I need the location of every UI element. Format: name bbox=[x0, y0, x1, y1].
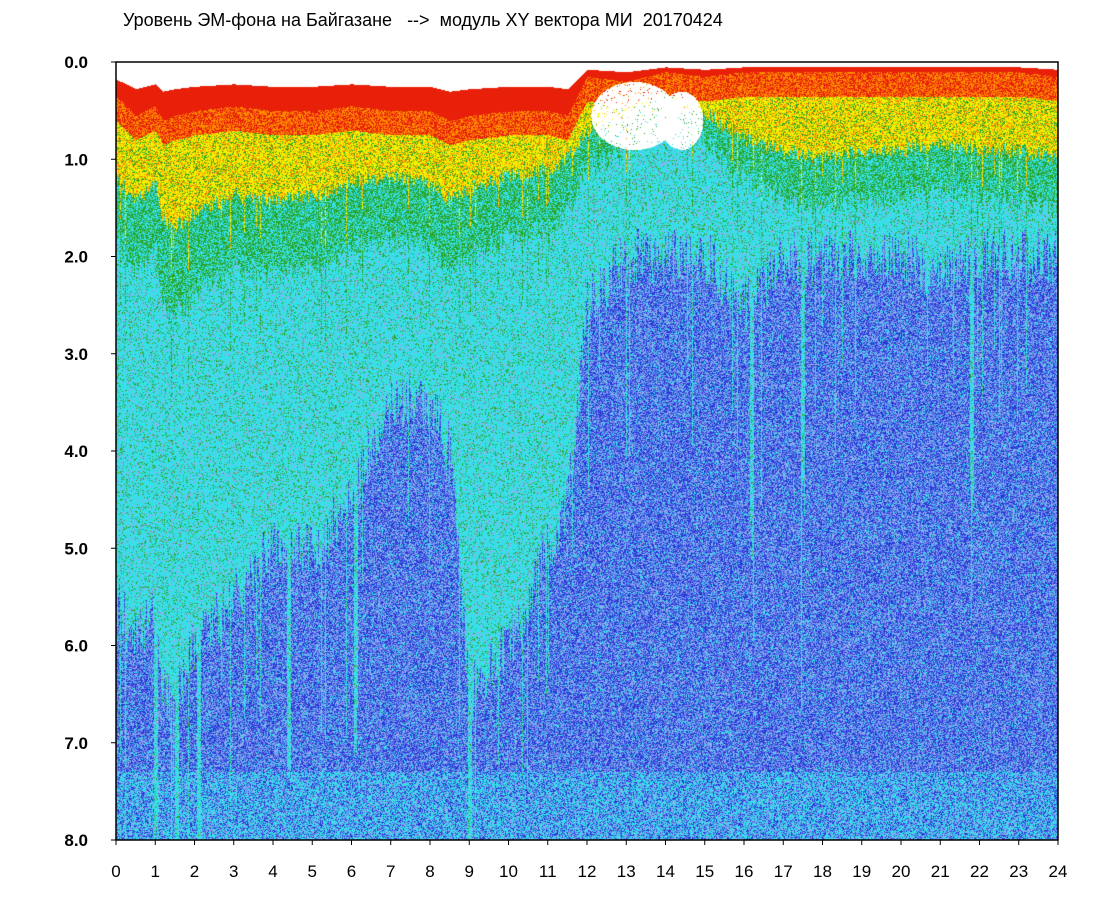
x-tick-label: 22 bbox=[970, 862, 989, 881]
x-tick-label: 17 bbox=[774, 862, 793, 881]
y-tick-label: 0.0 bbox=[64, 53, 88, 72]
x-tick-label: 16 bbox=[735, 862, 754, 881]
y-tick-label: 5.0 bbox=[64, 539, 88, 558]
x-tick-label: 9 bbox=[465, 862, 474, 881]
y-tick-label: 3.0 bbox=[64, 345, 88, 364]
x-tick-label: 4 bbox=[268, 862, 277, 881]
y-tick-label: 2.0 bbox=[64, 248, 88, 267]
y-tick-label: 6.0 bbox=[64, 637, 88, 656]
x-tick-label: 6 bbox=[347, 862, 356, 881]
x-tick-label: 11 bbox=[539, 862, 557, 881]
x-tick-label: 24 bbox=[1049, 862, 1068, 881]
chart-title: Уровень ЭМ-фона на Байгазане --> модуль … bbox=[123, 10, 723, 30]
x-tick-label: 8 bbox=[425, 862, 434, 881]
x-tick-label: 0 bbox=[111, 862, 120, 881]
y-tick-label: 1.0 bbox=[64, 150, 88, 169]
y-tick-label: 7.0 bbox=[64, 734, 88, 753]
y-tick-label: 4.0 bbox=[64, 442, 88, 461]
x-tick-label: 23 bbox=[1009, 862, 1028, 881]
x-tick-label: 7 bbox=[386, 862, 395, 881]
x-tick-label: 14 bbox=[656, 862, 675, 881]
x-tick-label: 3 bbox=[229, 862, 238, 881]
x-tick-label: 19 bbox=[852, 862, 871, 881]
x-tick-label: 13 bbox=[617, 862, 636, 881]
x-tick-label: 15 bbox=[695, 862, 714, 881]
x-tick-label: 10 bbox=[499, 862, 518, 881]
plot-border bbox=[115, 61, 1059, 841]
y-axis: 0.0 1.0 2.0 3.0 4.0 5.0 6.0 7.0 8.0 bbox=[64, 53, 116, 850]
x-axis: 0 1 2 3 4 5 6 7 8 9 10 11 12 13 14 15 16 17 18 19 20 21 22 23 24 bbox=[111, 840, 1067, 881]
x-tick-label: 5 bbox=[308, 862, 317, 881]
x-tick-label: 20 bbox=[892, 862, 911, 881]
x-tick-label: 21 bbox=[931, 862, 950, 881]
y-tick-label: 8.0 bbox=[64, 831, 88, 850]
x-tick-label: 1 bbox=[151, 862, 160, 881]
x-tick-label: 2 bbox=[190, 862, 199, 881]
heatmap-image bbox=[116, 62, 1058, 840]
x-tick-label: 12 bbox=[578, 862, 597, 881]
x-tick-label: 18 bbox=[813, 862, 832, 881]
